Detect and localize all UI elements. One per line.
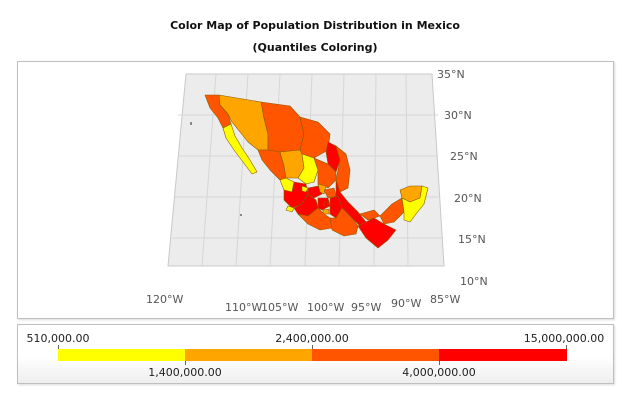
island-revillagigedo	[240, 214, 242, 216]
state-chiapas[interactable]	[357, 217, 397, 249]
legend-swatch-q2	[185, 349, 312, 361]
chart-subtitle: (Quantiles Coloring)	[252, 41, 378, 54]
lat-label-25: 25°N	[450, 150, 478, 163]
longitude-labels: 120°W 110°W 105°W 100°W 95°W 90°W 85°W	[146, 293, 460, 314]
chart-title: Color Map of Population Distribution in …	[170, 19, 460, 32]
map-svg[interactable]: 35°N 30°N 25°N 20°N 15°N 10°N 120°W 110°…	[18, 62, 613, 318]
latitude-labels: 35°N 30°N 25°N 20°N 15°N 10°N	[437, 68, 488, 288]
state-cdmx[interactable]	[323, 201, 329, 207]
lat-label-30: 30°N	[444, 109, 472, 122]
legend-threshold-4: 15,000,000.00	[524, 332, 604, 345]
legend-swatch-q1	[58, 349, 185, 361]
mexico-states[interactable]	[190, 94, 429, 249]
legend-svg: 510,000.00 2,400,000.00 15,000,000.00 1,…	[27, 332, 605, 379]
legend-ticks	[58, 345, 567, 365]
state-queretaro[interactable]	[317, 183, 327, 195]
lon-label-90: 90°W	[391, 297, 421, 310]
map-panel: 35°N 30°N 25°N 20°N 15°N 10°N 120°W 110°…	[17, 61, 614, 319]
lon-label-120: 120°W	[146, 293, 183, 306]
state-baja-california-sur[interactable]	[222, 123, 258, 175]
state-aguascalientes[interactable]	[301, 185, 309, 193]
legend-threshold-3: 4,000,000.00	[402, 366, 475, 379]
lon-label-100: 100°W	[307, 301, 344, 314]
lat-label-15: 15°N	[458, 233, 486, 246]
island-guadalupe	[190, 122, 192, 125]
state-colima[interactable]	[285, 205, 295, 213]
state-quintana-roo[interactable]	[401, 185, 429, 223]
lat-label-35: 35°N	[437, 68, 465, 81]
legend-panel: 510,000.00 2,400,000.00 15,000,000.00 1,…	[17, 324, 614, 384]
lon-label-110: 110°W	[225, 301, 262, 314]
state-morelos[interactable]	[322, 208, 330, 215]
legend-swatch-q4	[439, 349, 567, 361]
lon-label-95: 95°W	[351, 301, 381, 314]
state-tamaulipas[interactable]	[335, 145, 351, 193]
state-san-luis-potosi[interactable]	[313, 157, 337, 189]
legend-swatch-q3	[312, 349, 439, 361]
state-guanajuato[interactable]	[307, 185, 323, 199]
legend-threshold-0: 510,000.00	[27, 332, 90, 345]
legend-threshold-1: 1,400,000.00	[148, 366, 221, 379]
lon-label-85: 85°W	[430, 293, 460, 306]
lon-label-105: 105°W	[261, 301, 298, 314]
lat-label-10: 10°N	[460, 275, 488, 288]
lat-label-20: 20°N	[454, 192, 482, 205]
legend-threshold-2: 2,400,000.00	[275, 332, 348, 345]
